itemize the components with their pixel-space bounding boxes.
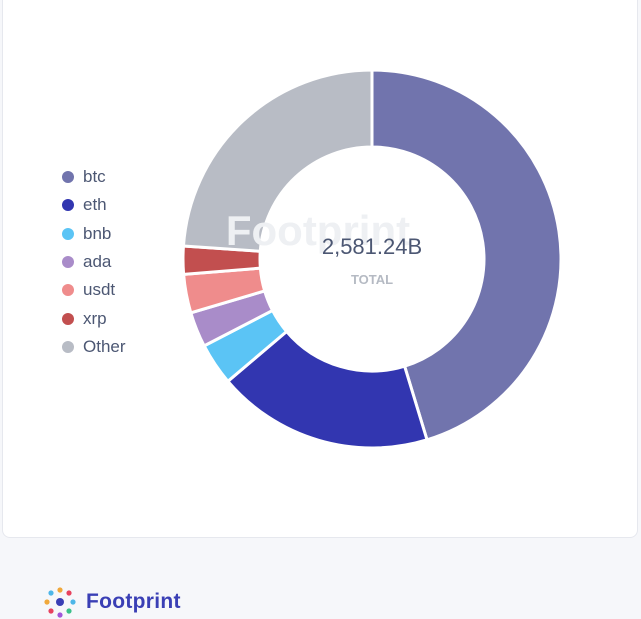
legend-dot-icon	[62, 312, 74, 325]
footprint-brand-text: Footprint	[86, 590, 181, 613]
chart-legend: btc eth bnb ada usdt xrp Other	[62, 163, 126, 361]
donut-chart: Footprint 2,581.24B TOTAL	[181, 68, 563, 450]
legend-label: Other	[83, 336, 126, 356]
legend-label: eth	[83, 195, 107, 215]
donut-slice-btc[interactable]	[370, 68, 563, 442]
legend-label: btc	[83, 167, 106, 187]
footer-bar	[0, 539, 641, 616]
legend-item-other[interactable]: Other	[62, 333, 126, 361]
legend-dot-icon	[62, 171, 74, 184]
legend-label: ada	[83, 252, 112, 272]
footprint-logo-icon	[44, 587, 76, 618]
legend-item-bnb[interactable]: bnb	[62, 220, 126, 248]
legend-dot-icon	[62, 340, 74, 353]
legend-item-eth[interactable]: eth	[62, 191, 126, 219]
chart-watermark: Footprint	[226, 207, 410, 254]
legend-item-usdt[interactable]: usdt	[62, 276, 126, 304]
legend-dot-icon	[62, 256, 74, 269]
legend-dot-icon	[62, 227, 74, 240]
donut-slices	[181, 68, 563, 450]
legend-label: xrp	[83, 308, 107, 328]
donut-slice-other[interactable]	[181, 68, 374, 253]
legend-dot-icon	[62, 284, 74, 297]
donut-slice-eth[interactable]	[225, 329, 429, 450]
legend-label: usdt	[83, 280, 116, 300]
legend-item-btc[interactable]: btc	[62, 163, 126, 191]
legend-item-xrp[interactable]: xrp	[62, 304, 126, 332]
center-total-label: TOTAL	[351, 272, 393, 287]
center-total-value: 2,581.24B	[322, 234, 422, 259]
legend-dot-icon	[62, 199, 74, 212]
legend-label: bnb	[83, 223, 112, 243]
legend-item-ada[interactable]: ada	[62, 248, 126, 276]
footprint-brand[interactable]: Footprint	[40, 585, 181, 619]
